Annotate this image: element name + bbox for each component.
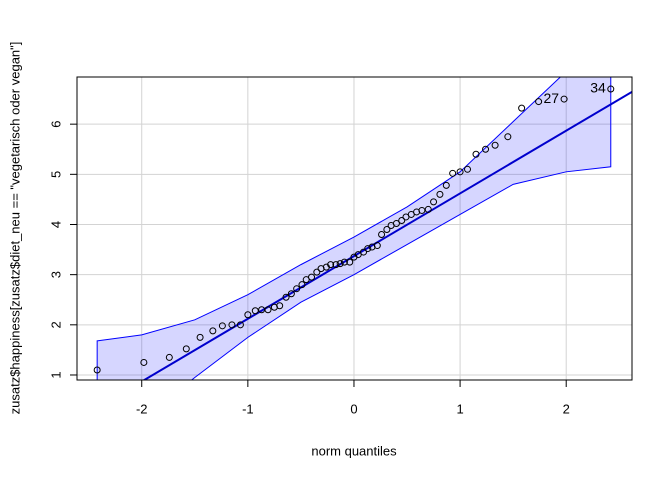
x-tick-label: -1 [242, 401, 254, 416]
point [236, 321, 244, 329]
point [430, 198, 438, 206]
y-tick-label: 5 [48, 171, 63, 178]
plot-area: 27 34 [93, 77, 632, 380]
x-tick-label: -2 [136, 401, 148, 416]
reference-line [142, 90, 632, 380]
point [340, 258, 348, 266]
point [398, 216, 406, 224]
point [436, 190, 444, 198]
point [293, 285, 301, 293]
point [276, 302, 284, 310]
point [346, 258, 354, 266]
point [251, 307, 259, 315]
point [442, 181, 450, 189]
point [456, 168, 464, 176]
point [332, 261, 340, 269]
point [518, 104, 526, 112]
x-tick-label: 2 [563, 401, 570, 416]
point [298, 281, 306, 289]
point [228, 321, 236, 329]
point [93, 366, 101, 374]
point [560, 95, 568, 103]
point [607, 85, 615, 93]
point [392, 219, 400, 227]
y-tick-label: 1 [48, 371, 63, 378]
point [378, 231, 386, 239]
point [364, 245, 372, 253]
y-tick-label: 2 [48, 321, 63, 328]
grid [77, 77, 632, 380]
envelope-band [96, 77, 612, 380]
point [418, 206, 426, 214]
point [140, 358, 148, 366]
x-axis-label: norm quantiles [311, 443, 397, 458]
point [373, 242, 381, 250]
point [282, 293, 290, 301]
x-tick-label: 1 [456, 401, 463, 416]
point [165, 353, 173, 361]
point [209, 327, 217, 335]
y-tick-label: 6 [48, 121, 63, 128]
point [449, 169, 457, 177]
point [383, 226, 391, 234]
point [482, 145, 490, 153]
point [535, 98, 543, 106]
point [424, 205, 432, 213]
plot-frame [76, 76, 633, 381]
point [472, 150, 480, 158]
point [336, 260, 344, 268]
point [313, 268, 321, 276]
y-tick-label: 3 [48, 271, 63, 278]
point [287, 290, 295, 298]
y-axis-label: zusatz$happiness[zusatz$diet_neu == "veg… [7, 42, 22, 415]
point-label: 27 [544, 90, 560, 106]
axes: -2 -1 0 1 2 1 2 3 4 5 6 [48, 121, 569, 417]
point [464, 165, 472, 173]
point [182, 345, 190, 353]
point [196, 333, 204, 341]
point [360, 248, 368, 256]
y-tick-label: 4 [48, 221, 63, 228]
point [218, 322, 226, 330]
point [244, 311, 252, 319]
point [264, 306, 272, 314]
x-tick-label: 0 [350, 401, 357, 416]
point [491, 141, 499, 149]
point [308, 273, 316, 281]
point [327, 261, 335, 269]
point-label: 34 [590, 80, 606, 96]
point [504, 133, 512, 141]
